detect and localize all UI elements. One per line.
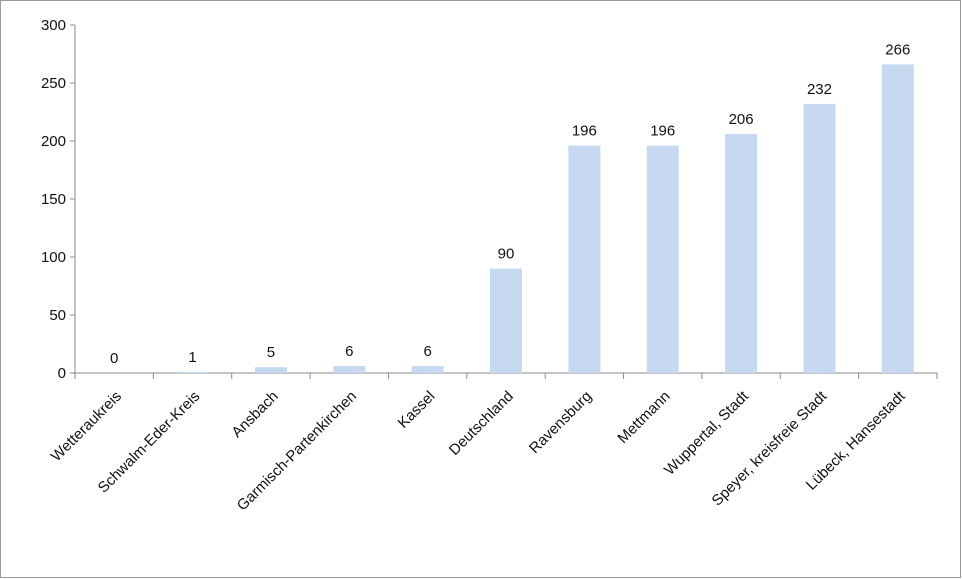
y-tick-label: 0 — [58, 365, 66, 382]
bar — [803, 103, 836, 373]
y-tick-label: 200 — [41, 133, 66, 150]
data-label: 6 — [423, 343, 431, 360]
data-label: 6 — [345, 343, 353, 360]
bar — [646, 145, 679, 373]
y-tick-label: 150 — [41, 191, 66, 208]
data-label: 0 — [110, 350, 118, 367]
bar — [881, 64, 914, 373]
y-tick-label: 300 — [41, 17, 66, 34]
data-label: 266 — [885, 41, 910, 58]
bar — [333, 366, 366, 373]
data-label: 196 — [572, 123, 597, 140]
data-label: 196 — [650, 123, 675, 140]
y-tick-label: 250 — [41, 75, 66, 92]
y-tick-label: 50 — [49, 307, 66, 324]
data-label: 232 — [807, 81, 832, 98]
data-label: 5 — [267, 344, 275, 361]
bar — [490, 268, 522, 373]
bar — [568, 145, 601, 373]
bar — [725, 134, 758, 373]
bar — [411, 366, 444, 373]
data-label: 1 — [188, 349, 196, 366]
data-label: 90 — [498, 246, 515, 263]
data-label: 206 — [729, 111, 754, 128]
bar — [176, 371, 209, 373]
bar — [254, 367, 287, 373]
y-tick-label: 100 — [41, 249, 66, 266]
